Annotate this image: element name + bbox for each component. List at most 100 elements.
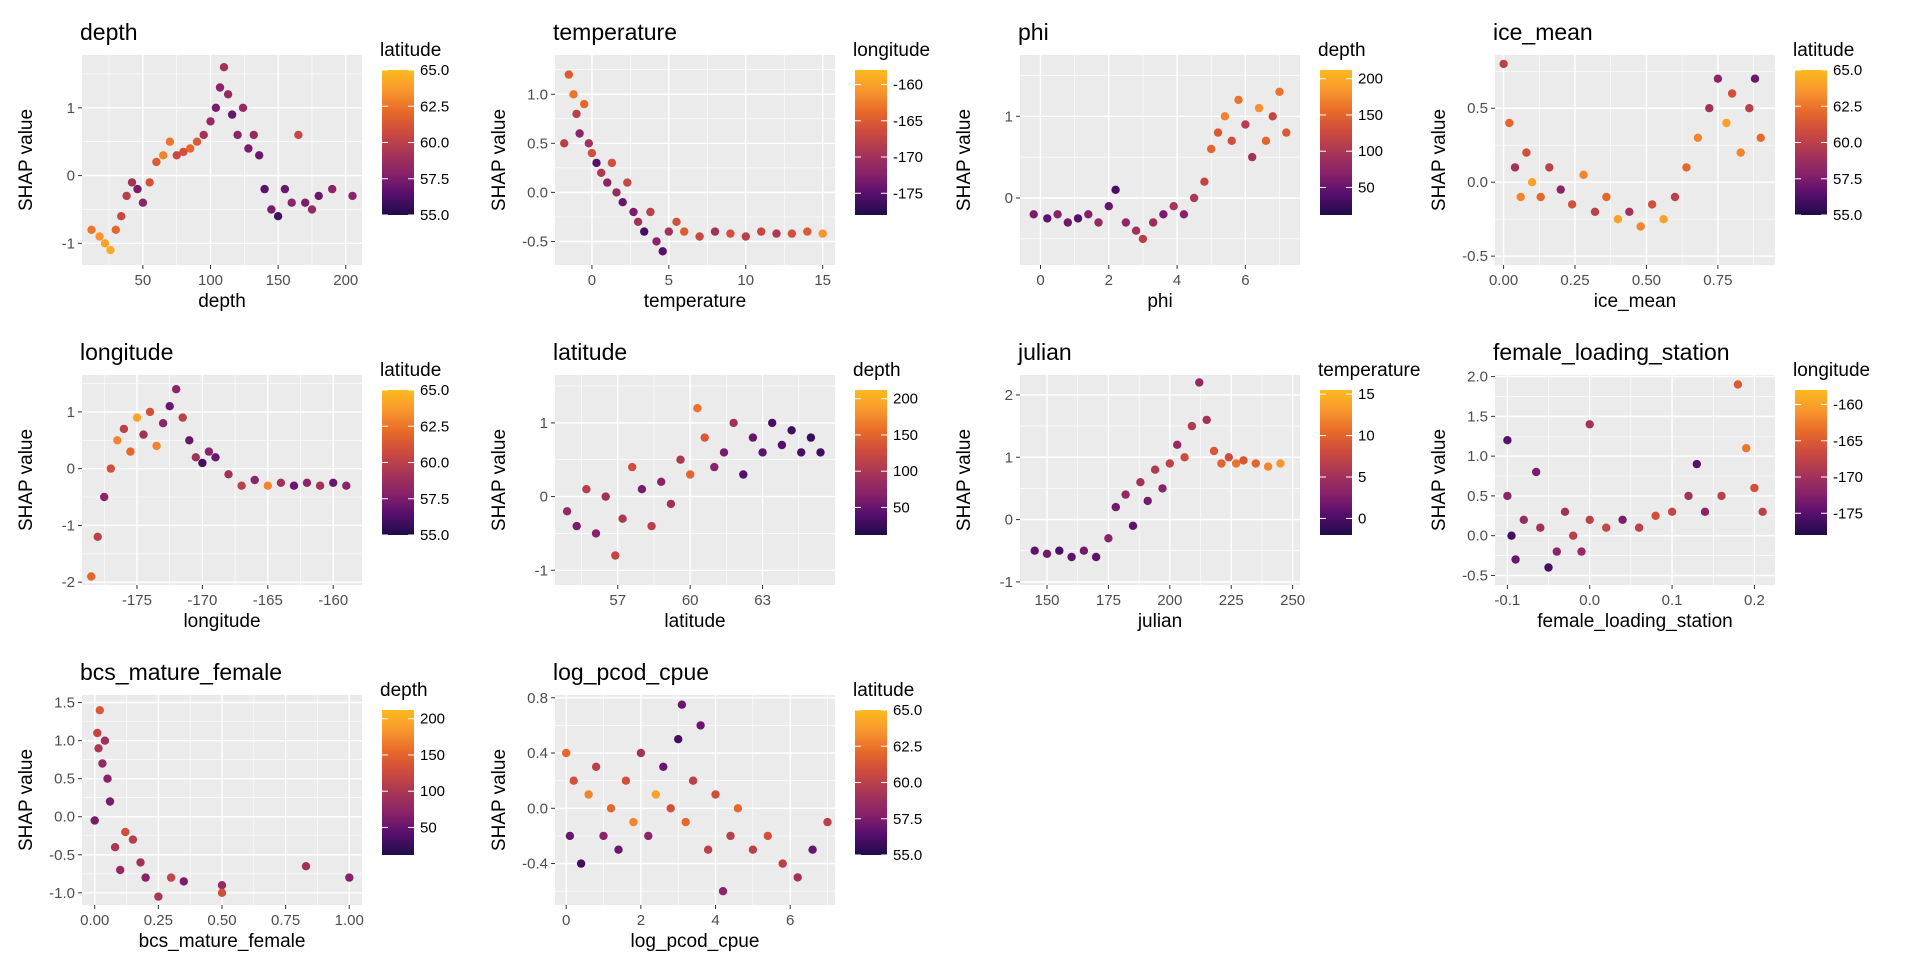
data-point: [633, 217, 643, 226]
y-tick-label: 1: [67, 100, 75, 117]
data-point: [629, 817, 638, 827]
legend-label: 15: [1358, 386, 1375, 403]
data-point: [191, 453, 200, 462]
data-point: [652, 237, 661, 246]
legend-label: -175: [1833, 505, 1863, 522]
y-tick-label: -1: [1000, 574, 1013, 591]
panel-title: longitude: [80, 339, 173, 365]
data-point: [152, 157, 161, 167]
data-point: [1282, 128, 1291, 137]
data-point: [575, 129, 584, 138]
x-tick-label: 4: [711, 912, 719, 929]
panel-depth: depth 50 100 150 200 -1 0 1 depth SHAP value latit…: [16, 19, 449, 312]
data-point: [726, 229, 735, 238]
legend-title: longitude: [853, 40, 930, 61]
data-point: [1544, 563, 1553, 572]
data-point: [1692, 459, 1702, 469]
data-point: [587, 148, 597, 158]
data-point: [695, 232, 704, 241]
data-point: [637, 485, 647, 494]
data-point: [597, 168, 606, 177]
data-point: [628, 462, 637, 472]
data-point: [1567, 200, 1577, 209]
legend-label: 55.0: [420, 527, 449, 544]
data-point: [244, 144, 253, 153]
data-point: [1224, 453, 1234, 462]
x-tick-label: 0.00: [80, 912, 109, 929]
y-tick-label: 0: [67, 168, 75, 185]
panel-title: julian: [1017, 339, 1072, 365]
data-point: [618, 514, 627, 523]
data-point: [122, 191, 131, 201]
data-point: [710, 227, 720, 236]
data-point: [1131, 226, 1141, 235]
legend-label: -165: [893, 113, 923, 130]
data-point: [606, 804, 616, 813]
x-tick-label: 63: [754, 592, 771, 609]
data-point: [718, 887, 728, 896]
data-point: [580, 99, 589, 109]
data-point: [136, 858, 145, 867]
data-point: [1055, 546, 1064, 555]
data-point: [204, 447, 214, 456]
data-point: [1585, 420, 1594, 429]
legend-label: 50: [1358, 179, 1375, 196]
data-point: [808, 845, 817, 854]
x-tick-label: 50: [135, 272, 152, 289]
legend-label: -160: [893, 77, 923, 94]
legend-label: 100: [1358, 143, 1383, 160]
data-point: [1165, 459, 1175, 468]
x-tick-label: -175: [122, 592, 152, 609]
data-point: [307, 205, 317, 214]
panel-log_pcod_cpue: log_pcod_cpue 0 2 4 6 -0.4 0.0 0.4 0.8 log_pcod_c…: [489, 659, 922, 952]
x-tick-label: 2: [637, 912, 645, 929]
data-point: [659, 762, 668, 771]
data-point: [562, 507, 572, 516]
data-point: [1503, 491, 1512, 501]
data-point: [1187, 421, 1197, 431]
y-tick-label: 1.5: [54, 695, 75, 712]
data-point: [224, 470, 233, 479]
data-point: [98, 759, 107, 768]
data-point: [584, 139, 593, 148]
data-point: [211, 103, 221, 113]
legend-label: 55.0: [893, 847, 922, 864]
y-tick-label: 0: [1005, 190, 1013, 207]
x-axis-title: latitude: [664, 611, 725, 632]
data-point: [1499, 59, 1508, 69]
data-point: [206, 117, 215, 126]
data-point: [106, 464, 116, 473]
data-point: [629, 207, 638, 217]
y-tick-label: 0.5: [1467, 488, 1488, 505]
data-point: [763, 831, 772, 841]
legend-label: 60.0: [1833, 135, 1862, 152]
y-tick-label: -0.5: [522, 233, 548, 250]
legend-label: 50: [420, 819, 437, 836]
legend-label: 62.5: [420, 418, 449, 435]
legend-label: 60.0: [893, 775, 922, 792]
panel-temperature: temperature 0 5 10 15 -0.5 0.0 0.5 1.0 temperatur…: [489, 19, 930, 312]
data-point: [823, 817, 832, 827]
data-point: [1722, 118, 1731, 128]
x-tick-label: 0.50: [207, 912, 236, 929]
data-point: [1560, 507, 1570, 516]
data-point: [100, 736, 110, 745]
legend-label: 60.0: [420, 135, 449, 152]
data-point: [217, 881, 227, 890]
x-tick-label: 175: [1096, 592, 1121, 609]
data-point: [1150, 465, 1160, 474]
data-point: [1634, 523, 1644, 532]
data-point: [267, 205, 276, 214]
legend-label: 62.5: [893, 738, 922, 755]
x-tick-label: 0: [562, 912, 570, 929]
y-axis-title: SHAP value: [489, 429, 510, 531]
data-point: [116, 865, 125, 875]
x-axis-title: julian: [1137, 611, 1182, 632]
x-tick-label: 0.00: [1489, 272, 1518, 289]
data-point: [1128, 521, 1138, 530]
data-point: [1053, 210, 1062, 219]
data-point: [1195, 378, 1204, 387]
legend-label: -170: [1833, 469, 1863, 486]
legend-label: 65.0: [1833, 62, 1862, 79]
